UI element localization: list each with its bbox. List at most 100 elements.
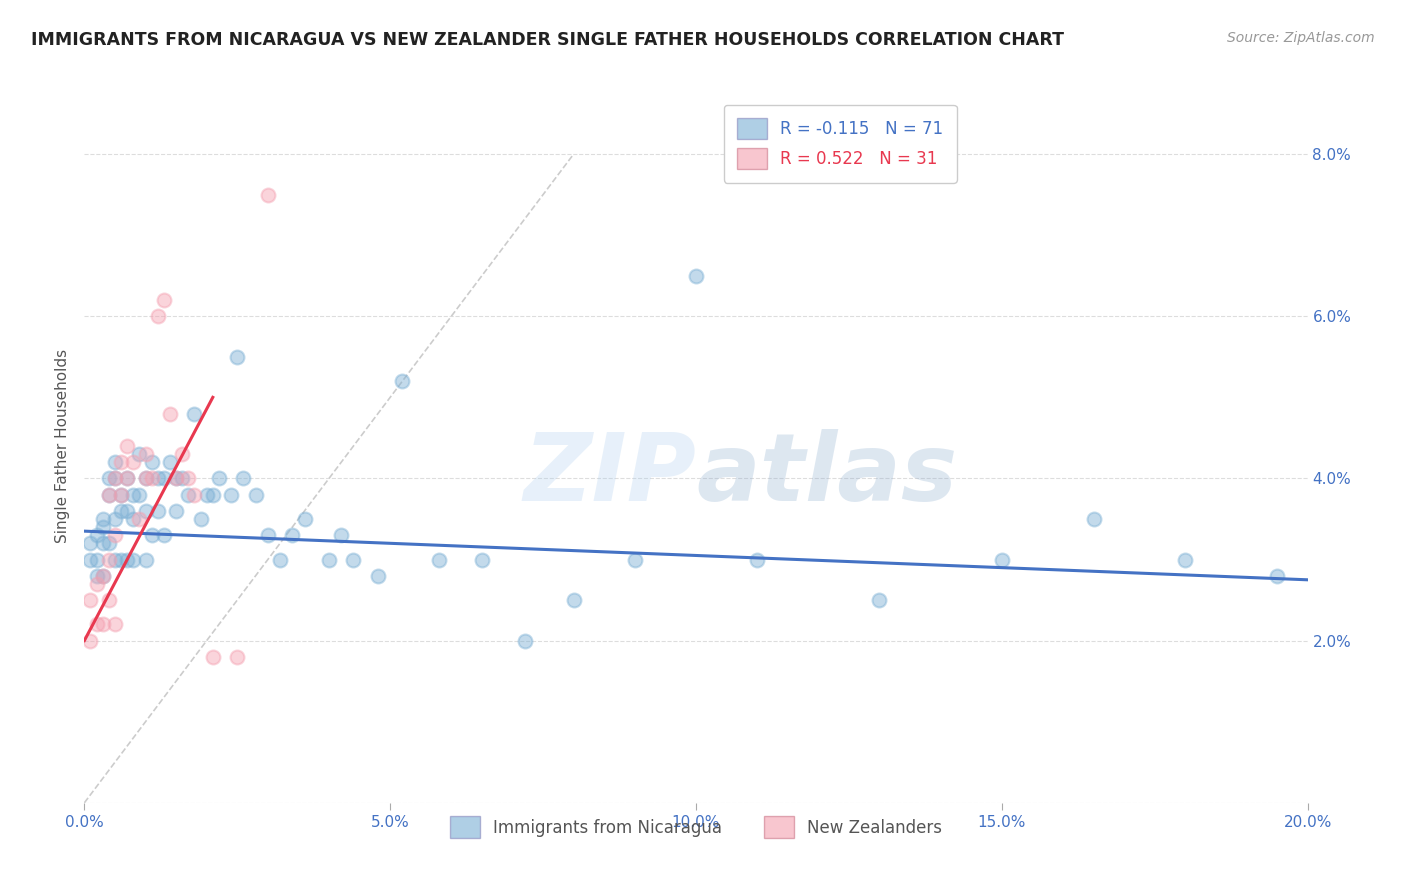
Point [201,649,224,664]
Point [294,512,316,526]
Point [122,552,145,566]
Point [153,528,176,542]
Point [391,374,413,388]
Point [91,520,114,534]
Point [208,471,231,485]
Point [219,488,242,502]
Point [115,471,138,485]
Point [122,455,145,469]
Point [86,552,108,566]
Point [318,552,340,566]
Point [330,528,353,542]
Point [471,552,494,566]
Point [562,593,585,607]
Point [226,350,249,364]
Point [141,471,163,485]
Point [172,471,194,485]
Point [172,447,194,461]
Point [141,455,163,469]
Point [624,552,647,566]
Point [110,455,132,469]
Y-axis label: Single Father Households: Single Father Households [55,349,70,543]
Point [135,552,157,566]
Point [146,310,169,324]
Point [257,528,280,542]
Point [513,633,536,648]
Point [97,471,120,485]
Point [165,471,187,485]
Point [190,512,212,526]
Point [177,488,200,502]
Text: ZIP: ZIP [523,428,696,521]
Point [79,593,101,607]
Point [115,471,138,485]
Point [153,471,176,485]
Point [104,471,127,485]
Point [97,536,120,550]
Point [104,528,127,542]
Point [97,488,120,502]
Point [135,504,157,518]
Point [104,617,127,632]
Point [245,488,267,502]
Point [115,504,138,518]
Point [135,471,157,485]
Point [367,568,389,582]
Point [183,488,205,502]
Point [91,536,114,550]
Point [97,552,120,566]
Point [115,552,138,566]
Point [91,512,114,526]
Point [110,552,132,566]
Point [91,568,114,582]
Point [110,504,132,518]
Point [110,488,132,502]
Point [128,447,150,461]
Text: atlas: atlas [696,428,957,521]
Point [104,512,127,526]
Point [991,552,1014,566]
Point [110,488,132,502]
Point [79,633,101,648]
Point [747,552,769,566]
Point [269,552,291,566]
Point [86,528,108,542]
Point [128,512,150,526]
Text: Source: ZipAtlas.com: Source: ZipAtlas.com [1227,31,1375,45]
Point [153,293,176,307]
Point [135,447,157,461]
Point [177,471,200,485]
Point [86,568,108,582]
Point [201,488,224,502]
Point [86,617,108,632]
Point [79,536,101,550]
Point [146,471,169,485]
Legend: Immigrants from Nicaragua, New Zealanders: Immigrants from Nicaragua, New Zealander… [443,810,949,845]
Point [104,455,127,469]
Point [427,552,450,566]
Point [104,552,127,566]
Point [1083,512,1105,526]
Point [183,407,205,421]
Point [257,187,280,202]
Point [342,552,364,566]
Point [281,528,304,542]
Point [232,471,254,485]
Point [1265,568,1288,582]
Point [146,504,169,518]
Point [226,649,249,664]
Point [1174,552,1197,566]
Point [165,471,187,485]
Point [97,488,120,502]
Point [685,268,707,283]
Point [195,488,218,502]
Point [91,568,114,582]
Point [104,471,127,485]
Point [97,593,120,607]
Point [115,439,138,453]
Point [79,552,101,566]
Point [135,471,157,485]
Point [91,617,114,632]
Point [86,577,108,591]
Text: IMMIGRANTS FROM NICARAGUA VS NEW ZEALANDER SINGLE FATHER HOUSEHOLDS CORRELATION : IMMIGRANTS FROM NICARAGUA VS NEW ZEALAND… [31,31,1064,49]
